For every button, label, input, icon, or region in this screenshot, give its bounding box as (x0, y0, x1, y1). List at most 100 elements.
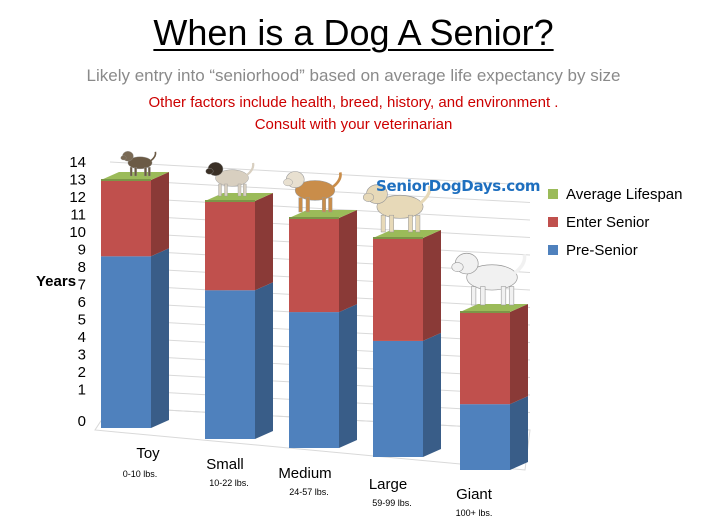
bar-toy (101, 172, 169, 428)
y-tick-label-14: 14 (69, 154, 86, 171)
dog-leg-4-d (508, 286, 515, 306)
bar-segment-pre-senior-1 (205, 290, 255, 439)
bar-segment-pre-senior-4 (460, 404, 510, 470)
dog-snout-4 (451, 262, 464, 272)
dog-tail-3 (419, 185, 432, 204)
legend-swatch-average-lifespan (548, 189, 558, 199)
note-line-2: Consult with your veterinarian (254, 116, 453, 133)
legend-label-average-lifespan: Average Lifespan (566, 185, 683, 203)
x-category-sublabel-small: 10-22 lbs. (209, 478, 249, 488)
x-category-label-large: Large (369, 476, 407, 493)
dog-leg-4-a (471, 286, 477, 306)
x-category-label-medium: Medium (278, 465, 331, 482)
dog-tail-4 (513, 253, 527, 275)
bar-small (205, 193, 273, 439)
dog-tail-1 (246, 162, 255, 176)
dog-illustration-0 (120, 151, 157, 177)
bar-segment-pre-senior-0 (101, 256, 151, 428)
dog-illustration-3 (362, 184, 432, 233)
dog-leg-1-d (243, 183, 247, 197)
bar-side-enter-senior-0 (151, 172, 169, 257)
bar-side-pre-senior-0 (151, 248, 169, 428)
dog-leg-3-c (408, 214, 413, 233)
y-tick-label-9: 9 (78, 242, 86, 259)
legend-label-enter-senior: Enter Senior (566, 213, 650, 231)
dog-body-3 (376, 194, 424, 219)
legend-swatch-pre-senior (548, 245, 558, 255)
y-tick-label-2: 2 (78, 364, 86, 381)
dog-snout-1 (205, 168, 214, 175)
note-line-1: Other factors include health, breed, his… (148, 94, 559, 111)
dog-illustration-1 (205, 162, 255, 197)
dog-illustration-2 (283, 171, 342, 213)
y-tick-label-8: 8 (78, 259, 86, 276)
dog-leg-2-a (298, 197, 303, 213)
x-category-label-giant: Giant (456, 486, 493, 503)
dog-leg-3-a (380, 214, 386, 233)
x-category-sublabel-giant: 100+ lbs. (456, 508, 493, 518)
dog-leg-4-b (480, 286, 486, 306)
dog-snout-0 (120, 155, 127, 161)
legend-item-pre-senior: Pre-Senior (548, 236, 682, 264)
dog-leg-3-d (415, 214, 421, 233)
dog-leg-3-b (389, 214, 394, 233)
bar-side-pre-senior-2 (339, 304, 357, 448)
dog-tail-2 (332, 172, 342, 188)
chart-subtitle: Likely entry into “seniorhood” based on … (86, 66, 621, 85)
dog-snout-3 (362, 192, 375, 202)
y-tick-label-5: 5 (78, 312, 86, 329)
bar-top-average-lifespan-1 (205, 193, 273, 201)
dog-leg-1-c (237, 183, 242, 197)
y-tick-label-4: 4 (78, 329, 86, 346)
dog-leg-2-b (305, 197, 310, 213)
y-tick-label-0: 0 (78, 413, 86, 430)
dog-illustration-4 (451, 252, 527, 306)
x-category-label-small: Small (206, 456, 244, 473)
bar-large (373, 230, 441, 457)
chart-title-text: When is a Dog A Senior? (153, 12, 554, 53)
gridline-12 (109, 196, 531, 221)
bar-side-enter-senior-2 (339, 210, 357, 313)
bar-side-enter-senior-3 (423, 230, 441, 341)
bar-medium (289, 210, 357, 448)
dog-leg-0-d (148, 167, 151, 177)
dog-leg-0-a (129, 167, 133, 177)
dog-leg-1-b (224, 183, 228, 197)
bar-top-average-lifespan-4 (460, 304, 528, 312)
chart-title: When is a Dog A Senior? (0, 12, 707, 54)
bar-side-pre-senior-4 (510, 396, 528, 470)
dog-tail-0 (150, 151, 157, 162)
y-tick-label-12: 12 (69, 189, 86, 206)
dog-body-4 (466, 264, 518, 291)
y-tick-label-7: 7 (78, 277, 86, 294)
y-tick-label-11: 11 (70, 207, 86, 224)
bar-segment-pre-senior-2 (289, 312, 339, 448)
bar-side-pre-senior-3 (423, 332, 441, 457)
dog-leg-0-b (134, 167, 137, 177)
x-category-sublabel-medium: 24-57 lbs. (289, 487, 329, 497)
dog-body-2 (294, 180, 336, 201)
y-tick-label-1: 1 (78, 382, 86, 399)
dog-leg-2-d (328, 197, 333, 213)
dog-leg-2-c (321, 197, 327, 213)
legend-item-average-lifespan: Average Lifespan (548, 180, 682, 208)
dog-leg-4-c (500, 286, 507, 306)
bar-side-pre-senior-1 (255, 282, 273, 439)
x-category-sublabel-toy: 0-10 lbs. (123, 469, 158, 479)
y-axis-label: Years (36, 273, 76, 290)
y-tick-label-10: 10 (69, 224, 86, 241)
x-category-sublabel-large: 59-99 lbs. (372, 498, 412, 508)
y-tick-label-3: 3 (78, 347, 86, 364)
bar-segment-enter-senior-3 (373, 238, 423, 341)
x-category-label-toy: Toy (136, 445, 160, 462)
bar-giant (460, 304, 528, 470)
y-tick-label-6: 6 (78, 294, 86, 311)
bar-segment-enter-senior-0 (101, 180, 151, 257)
brand-watermark: SeniorDogDays.com (376, 177, 541, 195)
dog-snout-2 (283, 178, 293, 187)
y-tick-label-13: 13 (69, 172, 86, 189)
bar-segment-pre-senior-3 (373, 340, 423, 457)
bar-side-enter-senior-4 (510, 304, 528, 405)
bar-segment-enter-senior-2 (289, 218, 339, 313)
